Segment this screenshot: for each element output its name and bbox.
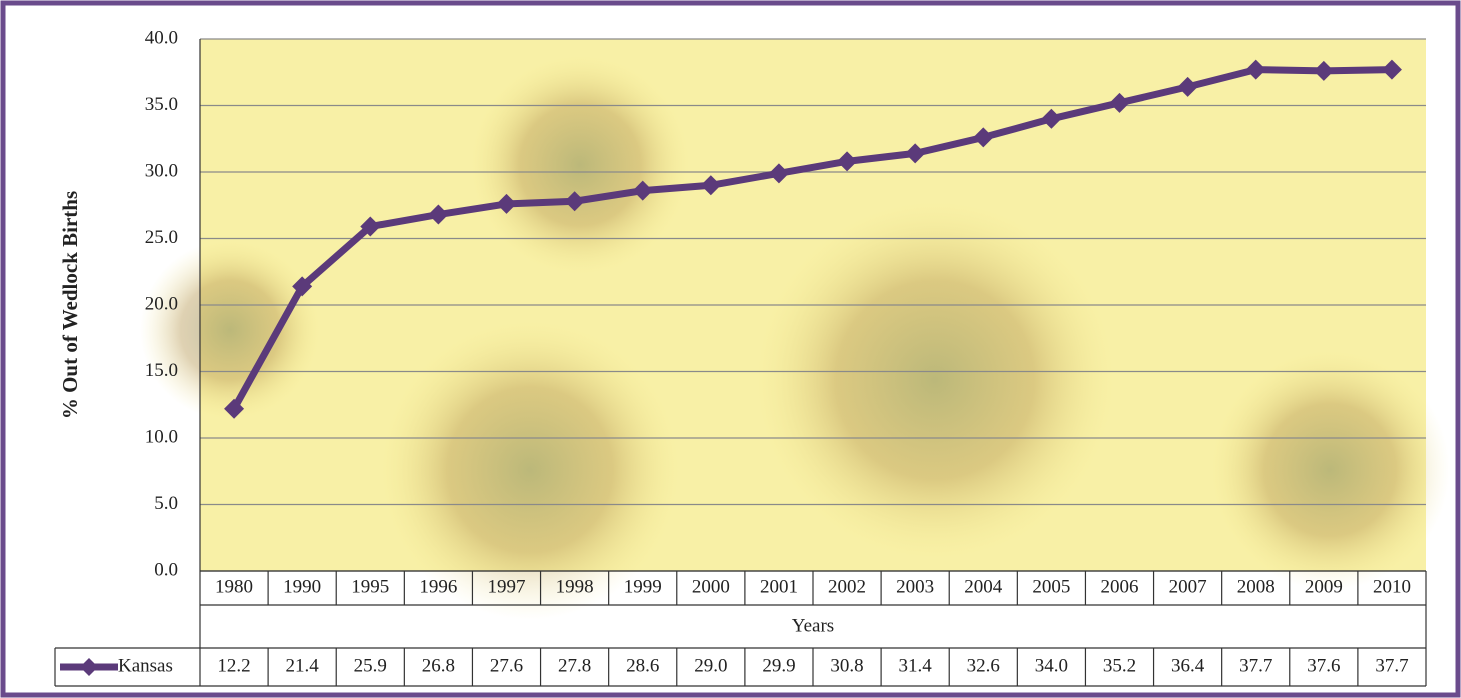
table-value: 37.6 [1307, 655, 1340, 676]
x-tick-label: 2000 [692, 576, 730, 597]
table-value: 37.7 [1375, 655, 1408, 676]
marker [1313, 60, 1334, 81]
marker [428, 204, 449, 225]
table-value: 32.6 [967, 655, 1000, 676]
marker [837, 151, 858, 172]
marker [768, 163, 789, 184]
table-value: 26.8 [422, 655, 455, 676]
x-tick-label: 1997 [488, 576, 526, 597]
table-value: 31.4 [899, 655, 933, 676]
x-tick-label: 2009 [1305, 576, 1343, 597]
y-tick-label: 15.0 [145, 360, 178, 381]
x-tick-label: 2007 [1169, 576, 1207, 597]
y-tick-label: 40.0 [145, 27, 178, 48]
x-tick-label: 1995 [351, 576, 389, 597]
marker [360, 216, 381, 237]
y-axis-title: % Out of Wedlock Births [58, 191, 82, 419]
legend-marker [80, 658, 98, 676]
marker [905, 143, 926, 164]
y-tick-label: 25.0 [145, 227, 178, 248]
marker [1177, 76, 1198, 97]
marker [1041, 108, 1062, 129]
table-value: 27.8 [558, 655, 591, 676]
table-value: 34.0 [1035, 655, 1068, 676]
x-tick-label: 2004 [964, 576, 1003, 597]
x-tick-label: 2001 [760, 576, 798, 597]
table-value: 25.9 [354, 655, 387, 676]
x-axis-title: Years [792, 615, 834, 636]
plot-background [140, 39, 1450, 620]
x-tick-label: 1990 [283, 576, 321, 597]
marker [632, 180, 653, 201]
table-value: 27.6 [490, 655, 523, 676]
x-tick-label: 1996 [419, 576, 457, 597]
x-tick-label: 2005 [1032, 576, 1070, 597]
marker [1381, 59, 1402, 80]
table-value: 28.6 [626, 655, 659, 676]
marker [496, 193, 517, 214]
x-tick-label: 2010 [1373, 576, 1411, 597]
marker [564, 191, 585, 212]
marker [292, 276, 313, 297]
x-tick-label: 1980 [215, 576, 253, 597]
table-value: 36.4 [1171, 655, 1205, 676]
table-value: 30.8 [830, 655, 863, 676]
x-tick-label: 2008 [1237, 576, 1275, 597]
series-line [230, 66, 1393, 411]
marker [224, 398, 245, 419]
y-tick-label: 0.0 [154, 559, 178, 580]
marker [1109, 92, 1130, 113]
legend-label: Kansas [118, 655, 173, 676]
y-tick-label: 35.0 [145, 94, 178, 115]
marker [700, 175, 721, 196]
x-tick-label: 1998 [556, 576, 594, 597]
x-tick-label: 2002 [828, 576, 866, 597]
x-tick-label: 2006 [1101, 576, 1139, 597]
y-tick-label: 30.0 [145, 160, 178, 181]
table-value: 35.2 [1103, 655, 1136, 676]
y-tick-label: 10.0 [145, 426, 178, 447]
y-tick-label: 20.0 [145, 293, 178, 314]
table-value: 12.2 [217, 655, 250, 676]
x-tick-label: 1999 [624, 576, 662, 597]
y-tick-label: 5.0 [154, 493, 178, 514]
table-value: 29.0 [694, 655, 727, 676]
marker [1245, 59, 1266, 80]
x-tick-label: 2003 [896, 576, 934, 597]
table-value: 37.7 [1239, 655, 1272, 676]
table-value: 21.4 [286, 655, 320, 676]
marker [973, 127, 994, 148]
table-value: 29.9 [762, 655, 795, 676]
